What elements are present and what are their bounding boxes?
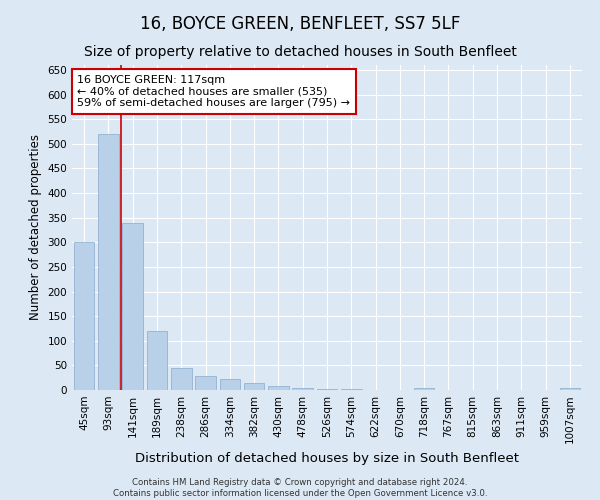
Bar [414, 388, 434, 390]
Bar [122, 222, 143, 390]
Bar [98, 134, 119, 390]
Bar [560, 388, 580, 390]
Text: 16 BOYCE GREEN: 117sqm
← 40% of detached houses are smaller (535)
59% of semi-de: 16 BOYCE GREEN: 117sqm ← 40% of detached… [77, 74, 350, 108]
Bar [74, 242, 94, 390]
Text: Contains HM Land Registry data © Crown copyright and database right 2024.
Contai: Contains HM Land Registry data © Crown c… [113, 478, 487, 498]
Bar [195, 376, 216, 390]
Bar [220, 379, 240, 390]
Bar [146, 331, 167, 390]
X-axis label: Distribution of detached houses by size in South Benfleet: Distribution of detached houses by size … [135, 452, 519, 464]
Text: Size of property relative to detached houses in South Benfleet: Size of property relative to detached ho… [83, 45, 517, 59]
Bar [171, 368, 191, 390]
Bar [317, 388, 337, 390]
Text: 16, BOYCE GREEN, BENFLEET, SS7 5LF: 16, BOYCE GREEN, BENFLEET, SS7 5LF [140, 15, 460, 33]
Bar [244, 382, 265, 390]
Bar [341, 389, 362, 390]
Bar [292, 388, 313, 390]
Bar [268, 386, 289, 390]
Y-axis label: Number of detached properties: Number of detached properties [29, 134, 42, 320]
